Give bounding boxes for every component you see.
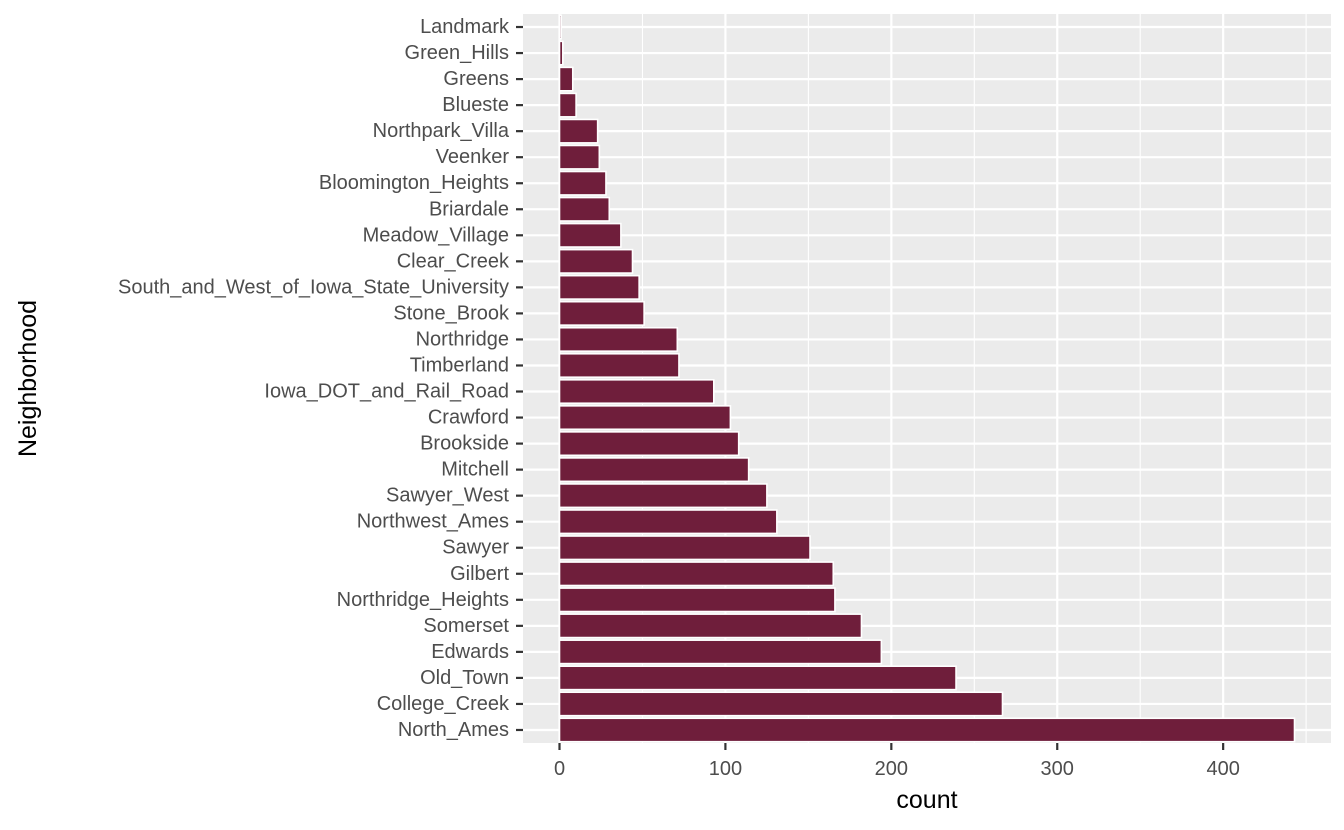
bar-greens [558, 66, 574, 92]
bar-bloomington-heights [558, 170, 607, 196]
y-tick-label: Stone_Brook [393, 302, 510, 324]
bar-south-and-west-of-iowa-state-university [558, 274, 640, 300]
bar-iowa-dot-and-rail-road [558, 379, 715, 405]
x-tick-label: 400 [1206, 758, 1239, 780]
bar-northwest-ames [558, 509, 778, 535]
bar-gilbert [558, 561, 835, 587]
bar-blueste [558, 92, 577, 118]
x-tick-label: 0 [554, 758, 565, 780]
y-tick-label: Briardale [429, 198, 509, 220]
x-tick-label: 200 [875, 758, 908, 780]
y-tick-label: Northpark_Villa [373, 120, 510, 142]
bar-college-creek [558, 691, 1004, 717]
y-tick-label: Gilbert [450, 563, 509, 585]
bar-sawyer [558, 535, 811, 561]
bars [558, 14, 1296, 743]
y-tick-label: Crawford [428, 407, 509, 429]
major-gridlines [523, 14, 1331, 743]
y-tick-label: Clear_Creek [397, 250, 510, 272]
y-tick-label: College_Creek [377, 693, 510, 715]
x-axis: 0 100 200 300 400 [554, 743, 1240, 780]
bar-north-ames [558, 717, 1296, 743]
bar-crawford [558, 405, 732, 431]
y-tick-label: Timberland [410, 354, 509, 376]
y-tick-label: Somerset [423, 615, 509, 637]
y-tick-label: Edwards [431, 641, 509, 663]
y-tick-label: Landmark [420, 16, 510, 38]
bar-veenker [558, 144, 601, 170]
bar-northpark-villa [558, 118, 599, 144]
y-tick-label: Northridge_Heights [337, 589, 509, 611]
y-tick-label: Mitchell [441, 459, 509, 481]
y-tick-label: Northwest_Ames [357, 511, 509, 533]
bar-timberland [558, 352, 680, 378]
bar-mitchell [558, 457, 750, 483]
bar-stone-brook [558, 300, 645, 326]
y-tick-label: Sawyer_West [386, 485, 509, 507]
y-tick-label: Sawyer [442, 537, 509, 559]
y-tick-label: South_and_West_of_Iowa_State_University [118, 276, 509, 298]
y-tick-label: Veenker [436, 146, 510, 168]
y-tick-label: Brookside [420, 433, 509, 455]
x-tick-label: 100 [709, 758, 742, 780]
y-tick-label: Meadow_Village [363, 224, 509, 246]
bar-northridge-heights [558, 587, 836, 613]
y-tick-label: Old_Town [420, 667, 509, 689]
bar-meadow-village [558, 222, 622, 248]
y-tick-label: North_Ames [398, 719, 509, 741]
bar-landmark [558, 14, 562, 40]
bar-edwards [558, 639, 883, 665]
bar-briardale [558, 196, 611, 222]
y-tick-label: Green_Hills [405, 42, 509, 64]
y-axis-title: Neighborhood [14, 300, 42, 457]
bar-somerset [558, 613, 863, 639]
bar-brookside [558, 431, 740, 457]
x-axis-title: count [896, 786, 957, 814]
y-tick-label: Iowa_DOT_and_Rail_Road [264, 381, 509, 403]
y-tick-label: Northridge [416, 328, 509, 350]
bar-old-town [558, 665, 957, 691]
bar-green-hills [558, 40, 564, 66]
x-tick-label: 300 [1041, 758, 1074, 780]
bar-clear-creek [558, 248, 634, 274]
bar-sawyer-west [558, 483, 768, 509]
y-tick-label: Greens [443, 68, 509, 90]
y-tick-label: Blueste [442, 94, 509, 116]
y-axis: Landmark Green_Hills Greens Blueste Northpar… [118, 16, 523, 741]
y-tick-label: Bloomington_Heights [319, 172, 509, 194]
bar-northridge [558, 326, 679, 352]
